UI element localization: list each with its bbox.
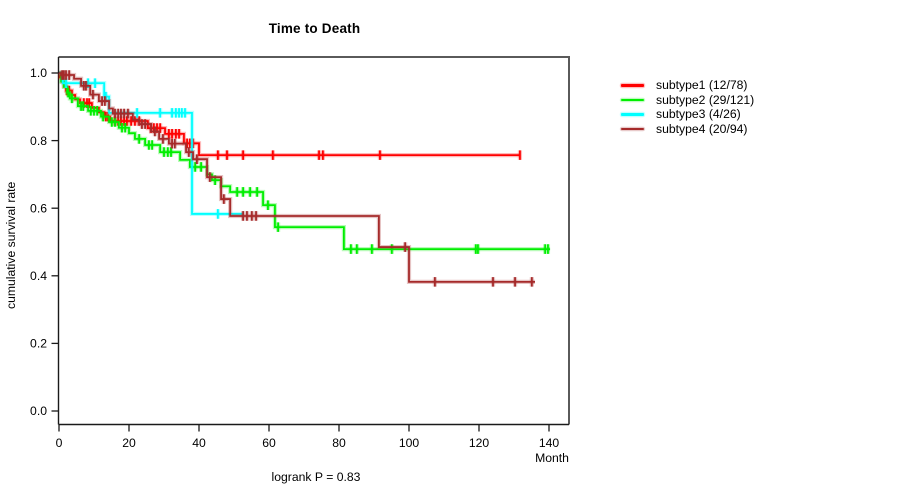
legend: subtype1 (12/78) subtype2 (29/121) subty… xyxy=(621,78,754,136)
legend-label: subtype2 (29/121) xyxy=(656,92,755,107)
legend-line-swatch xyxy=(621,84,644,87)
svg-text:20: 20 xyxy=(122,436,136,450)
svg-text:0.0: 0.0 xyxy=(30,404,47,418)
svg-text:120: 120 xyxy=(469,436,490,450)
legend-item-subtype2: subtype2 (29/121) xyxy=(621,93,754,108)
legend-label: subtype1 (12/78) xyxy=(656,78,748,93)
legend-line-swatch xyxy=(621,113,644,116)
svg-text:60: 60 xyxy=(262,436,276,450)
legend-item-subtype4: subtype4 (20/94) xyxy=(621,122,754,137)
svg-text:1.0: 1.0 xyxy=(30,66,47,80)
svg-text:0.4: 0.4 xyxy=(30,269,47,283)
svg-text:0: 0 xyxy=(56,436,63,450)
svg-text:0.6: 0.6 xyxy=(30,201,47,215)
x-axis-label: Month xyxy=(535,451,569,465)
y-axis-label: cumulative survival rate xyxy=(4,181,18,309)
svg-text:0.2: 0.2 xyxy=(30,337,47,351)
legend-label: subtype3 (4/26) xyxy=(656,107,741,122)
svg-text:40: 40 xyxy=(192,436,206,450)
svg-text:140: 140 xyxy=(539,436,560,450)
legend-line-swatch xyxy=(621,127,644,131)
svg-text:100: 100 xyxy=(399,436,420,450)
legend-item-subtype1: subtype1 (12/78) xyxy=(621,78,754,93)
logrank-annotation: logrank P = 0.83 xyxy=(271,470,361,484)
svg-text:80: 80 xyxy=(332,436,346,450)
legend-line-swatch xyxy=(621,98,644,102)
legend-label: subtype4 (20/94) xyxy=(656,122,748,137)
svg-text:0.8: 0.8 xyxy=(30,134,47,148)
chart-title: Time to Death xyxy=(268,21,361,36)
legend-item-subtype3: subtype3 (4/26) xyxy=(621,107,754,122)
